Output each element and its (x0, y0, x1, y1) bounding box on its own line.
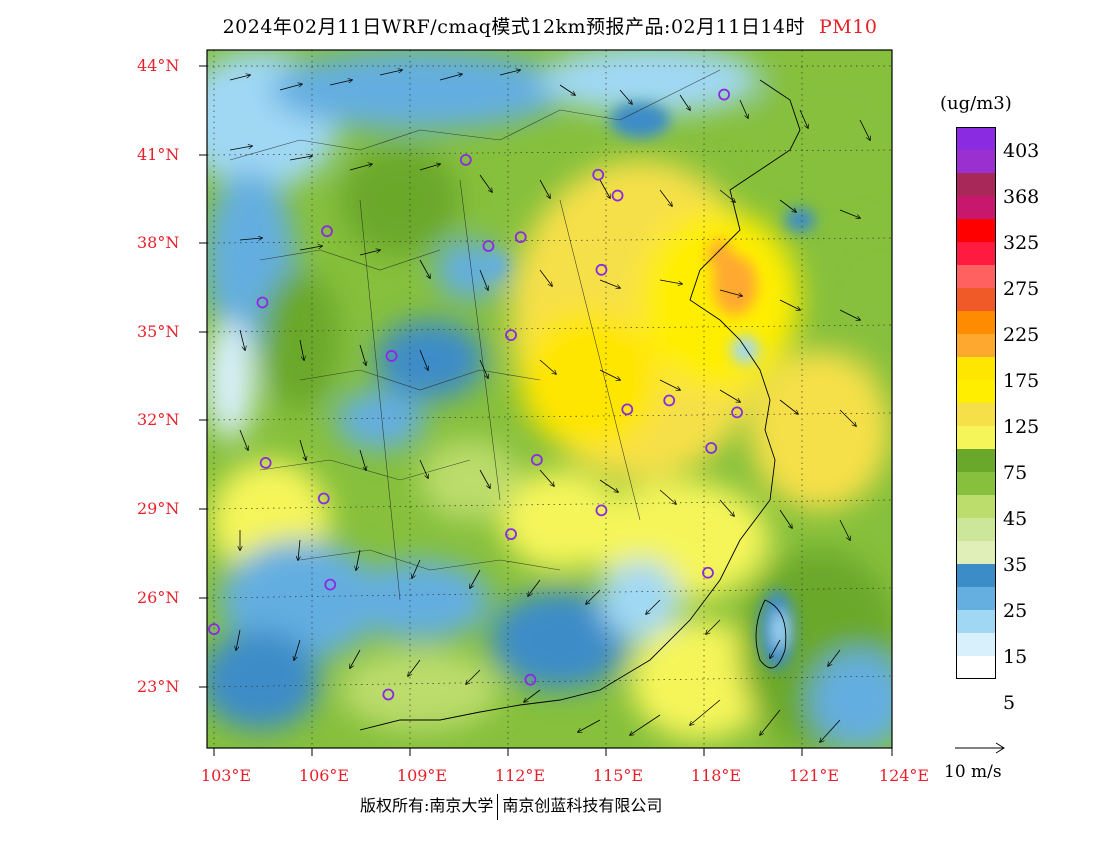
legend-swatch (956, 495, 996, 518)
legend-swatch (956, 610, 996, 633)
legend-swatch (956, 656, 996, 679)
legend-swatch (956, 150, 996, 173)
legend-swatch (956, 587, 996, 610)
station-markers (208, 88, 743, 701)
station-marker (514, 231, 527, 244)
legend-swatch (956, 219, 996, 242)
lat-label-35n: 35°N (137, 322, 180, 341)
legend-swatch (956, 472, 996, 495)
lon-label-103e: 103°E (200, 766, 252, 785)
station-marker (702, 566, 714, 579)
lat-label-23n: 23°N (137, 677, 180, 696)
station-marker (621, 403, 634, 416)
legend-swatch (956, 633, 996, 656)
legend-label: 15 (1003, 646, 1028, 668)
legend-label: 275 (1003, 278, 1040, 300)
legend-swatch (956, 426, 996, 449)
station-marker (317, 492, 330, 505)
legend-label: 325 (1003, 232, 1040, 254)
lon-label-118e: 118°E (690, 766, 742, 785)
title-main: 2024年02月11日WRF/cmaq模式12km预报产品:02月11日14时 (222, 16, 805, 38)
legend-swatch (956, 357, 996, 380)
legend-label: 368 (1003, 186, 1040, 208)
legend-swatch (956, 288, 996, 311)
legend-label: 25 (1003, 600, 1028, 622)
station-marker (718, 88, 731, 101)
copyright: 版权所有:南京大学 南京创蓝科技有限公司 (360, 792, 662, 820)
lon-label-112e: 112°E (494, 766, 546, 785)
lon-label-109e: 109°E (396, 766, 448, 785)
lon-label-115e: 115°E (592, 766, 644, 785)
wind-reference-arrow (955, 742, 1005, 754)
legend-label: 35 (1003, 554, 1028, 576)
station-marker (321, 225, 333, 238)
legend-unit: (ug/m3) (940, 93, 1012, 114)
lat-label-38n: 38°N (137, 233, 180, 252)
legend-swatch (956, 265, 996, 288)
station-marker (256, 296, 269, 309)
map-frame (206, 49, 893, 749)
lon-label-121e: 121°E (788, 766, 840, 785)
station-marker (530, 453, 543, 466)
station-marker (595, 263, 608, 276)
station-marker (385, 350, 398, 362)
station-marker (505, 528, 517, 541)
station-marker (324, 578, 337, 591)
map-title: 2024年02月11日WRF/cmaq模式12km预报产品:02月11日14时 P… (0, 12, 1100, 39)
legend-swatch (956, 564, 996, 587)
lat-label-44n: 44°N (137, 56, 180, 75)
copyright-left: 版权所有:南京大学 (360, 796, 494, 815)
legend-label: 75 (1003, 462, 1028, 484)
title-pollutant: PM10 (819, 16, 878, 38)
concentration-field (207, 50, 892, 748)
lon-label-124e: 124°E (878, 766, 930, 785)
legend-swatch (956, 242, 996, 265)
station-marker (731, 406, 743, 419)
station-marker (482, 240, 495, 252)
station-marker (592, 168, 605, 181)
station-marker (382, 688, 395, 701)
lat-label-32n: 32°N (137, 410, 180, 429)
legend-label: 45 (1003, 508, 1028, 530)
station-marker (505, 329, 517, 342)
station-marker (459, 153, 472, 166)
station-marker (259, 456, 272, 469)
wind-reference-label: 10 m/s (944, 762, 1002, 782)
copyright-right: 南京创蓝科技有限公司 (502, 796, 663, 815)
legend-label: 403 (1003, 140, 1040, 162)
lat-label-41n: 41°N (137, 145, 180, 164)
copyright-separator (497, 793, 499, 820)
station-marker (611, 189, 624, 202)
lat-label-29n: 29°N (137, 499, 180, 518)
legend-swatch (956, 518, 996, 541)
station-marker (524, 673, 537, 686)
wind-vectors (229, 70, 870, 742)
station-marker (595, 504, 608, 517)
legend-label: 225 (1003, 324, 1040, 346)
legend-swatch (956, 403, 996, 426)
legend-swatch (956, 196, 996, 219)
legend-swatch (956, 311, 996, 334)
lat-label-26n: 26°N (137, 588, 180, 607)
legend-label: 125 (1003, 416, 1040, 438)
legend-swatch (956, 334, 996, 357)
legend-swatch (956, 449, 996, 472)
station-marker (705, 442, 718, 454)
legend-label: 5 (1003, 692, 1016, 714)
legend-swatch (956, 380, 996, 403)
legend-swatch (956, 127, 996, 150)
legend-swatch (956, 173, 996, 196)
legend-label: 175 (1003, 370, 1040, 392)
station-marker (663, 394, 676, 407)
legend-swatch (956, 541, 996, 564)
lon-label-106e: 106°E (298, 766, 350, 785)
station-marker (208, 623, 220, 636)
axis-ticks (199, 65, 893, 756)
color-legend (956, 127, 996, 679)
